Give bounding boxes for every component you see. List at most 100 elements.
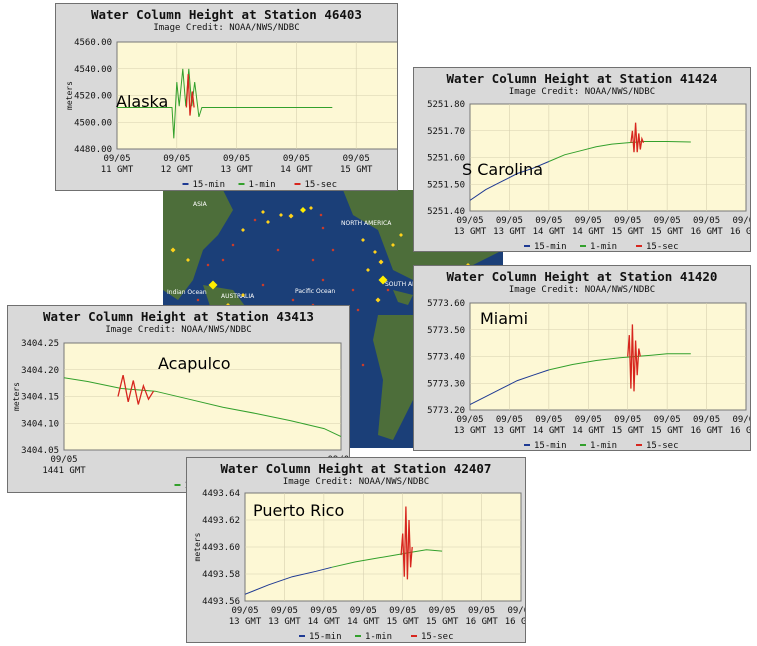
map-event-marker xyxy=(321,226,325,230)
y-tick-label: 3404.25 xyxy=(21,339,59,349)
image-credit: Image Credit: NOAA/NWS/NDBC xyxy=(105,325,252,335)
y-axis-label: meters xyxy=(12,382,21,411)
map-event-marker xyxy=(291,298,295,302)
map-event-marker xyxy=(311,258,315,262)
y-tick-label: 5773.50 xyxy=(427,326,465,336)
y-axis-label: meters xyxy=(193,532,202,561)
x-tick-label: 09/05 xyxy=(535,216,562,226)
series-line-1 xyxy=(117,374,155,405)
map-label: SOUTH AMERICA xyxy=(385,281,436,288)
x-tick-label: 09/05 xyxy=(310,606,337,616)
map-event-marker xyxy=(361,238,365,242)
x-tick-label: 09/05 xyxy=(654,216,681,226)
x-tick-label: 15 GMT xyxy=(386,617,419,627)
x-tick-label: 09/05 xyxy=(693,216,720,226)
x-tick-label: 16 GMT xyxy=(730,426,751,436)
y-tick-label: 4500.00 xyxy=(74,118,112,128)
series-line-2 xyxy=(630,122,645,153)
y-tick-label: 4493.56 xyxy=(202,597,240,607)
y-tick-label: 5773.40 xyxy=(427,353,465,363)
legend-label: 1-min xyxy=(590,441,617,451)
map-event-marker xyxy=(319,213,323,217)
x-tick-label: 16 GMT xyxy=(505,617,526,627)
x-tick-label: 09/05 xyxy=(732,415,751,425)
x-tick-label: 14 GMT xyxy=(347,617,380,627)
x-tick-label: 09/05 xyxy=(389,606,416,616)
chart-title: Water Column Height at Station 42407 xyxy=(220,461,492,476)
x-tick-label: 13 GMT xyxy=(454,227,487,237)
x-tick-label: 09/05 xyxy=(103,154,130,164)
x-tick-label: 14 GMT xyxy=(572,227,605,237)
x-tick-label: 16 GMT xyxy=(690,426,723,436)
image-credit: Image Credit: NOAA/NWS/NDBC xyxy=(508,87,656,97)
y-tick-label: 3404.20 xyxy=(21,366,59,376)
x-tick-label: 14 GMT xyxy=(533,227,566,237)
map-event-marker xyxy=(361,363,365,367)
place-label: Acapulco xyxy=(158,354,231,373)
series-line-0 xyxy=(470,161,550,201)
map-event-marker xyxy=(231,243,235,247)
y-tick-label: 5251.40 xyxy=(427,207,465,217)
x-tick-label: 09/05 xyxy=(507,606,526,616)
chart-title: Water Column Height at Station 41420 xyxy=(446,269,718,284)
x-tick-label: 09/05 xyxy=(496,216,523,226)
x-tick-label: 13 GMT xyxy=(268,617,301,627)
x-tick-label: 15 GMT xyxy=(651,227,684,237)
x-tick-label: 09/05 xyxy=(456,216,483,226)
place-label: Miami xyxy=(480,309,529,328)
x-tick-label: 15 GMT xyxy=(651,426,684,436)
map-event-marker xyxy=(391,243,395,247)
x-tick-label: 09/05 xyxy=(163,154,190,164)
chart-panel-scarolina: 5251.80 5251.70 5251.60 5251.50 5251.40 09/05… xyxy=(413,67,751,252)
place-label: S Carolina xyxy=(462,160,544,179)
series-line-1 xyxy=(548,141,691,162)
x-tick-label: 09/05 xyxy=(271,606,298,616)
y-tick-label: 4540.00 xyxy=(74,65,112,75)
x-tick-label: 15 GMT xyxy=(426,617,459,627)
x-tick-label: 09/05 xyxy=(732,216,751,226)
series-line-2 xyxy=(627,324,641,392)
map-label: ASIA xyxy=(193,201,208,208)
series-line-1 xyxy=(185,74,195,116)
x-tick-label: 09/05 xyxy=(231,606,258,616)
x-tick-label: 13 GMT xyxy=(493,426,526,436)
map-event-marker xyxy=(351,288,355,292)
x-tick-label: 09/05 xyxy=(614,216,641,226)
map-event-marker xyxy=(378,275,388,285)
x-tick-label: 16 GMT xyxy=(730,227,751,237)
asia-landmass xyxy=(163,190,233,300)
x-tick-label: 15 GMT xyxy=(340,165,373,175)
y-tick-label: 4520.00 xyxy=(74,92,112,102)
map-event-marker xyxy=(208,280,218,290)
image-credit: Image Credit: NOAA/NWS/NDBC xyxy=(282,477,430,487)
x-tick-label: 09/05 xyxy=(496,415,523,425)
y-tick-label: 3404.10 xyxy=(21,419,59,429)
map-event-marker xyxy=(321,278,325,282)
x-tick-label: 11 GMT xyxy=(101,165,134,175)
map-event-marker xyxy=(331,248,335,252)
y-tick-label: 5251.60 xyxy=(427,154,465,164)
series-line-1 xyxy=(548,353,691,371)
x-tick-label: 1441 GMT xyxy=(42,466,86,476)
legend-label: 15-min xyxy=(309,632,342,642)
y-tick-label: 5251.70 xyxy=(427,127,465,137)
x-tick-label: 09/05 xyxy=(456,415,483,425)
map-event-marker xyxy=(186,258,190,262)
x-tick-label: 14 GMT xyxy=(533,426,566,436)
y-tick-label: 5251.80 xyxy=(427,100,465,110)
y-tick-label: 5773.30 xyxy=(427,379,465,389)
x-tick-label: 09/05 xyxy=(614,415,641,425)
map-event-marker xyxy=(261,210,265,214)
map-event-marker xyxy=(276,248,280,252)
x-tick-label: 09/05 xyxy=(575,216,602,226)
x-tick-label: 12 GMT xyxy=(161,165,194,175)
map-event-marker xyxy=(288,213,294,219)
map-event-marker xyxy=(241,228,245,232)
map-event-marker xyxy=(261,283,265,287)
x-tick-label: 09/05 xyxy=(693,415,720,425)
series-line-2 xyxy=(400,506,413,580)
y-tick-label: 4493.62 xyxy=(202,516,240,526)
chart-title: Water Column Height at Station 41424 xyxy=(446,71,718,86)
map-event-marker xyxy=(279,213,283,217)
map-event-marker xyxy=(206,263,210,267)
